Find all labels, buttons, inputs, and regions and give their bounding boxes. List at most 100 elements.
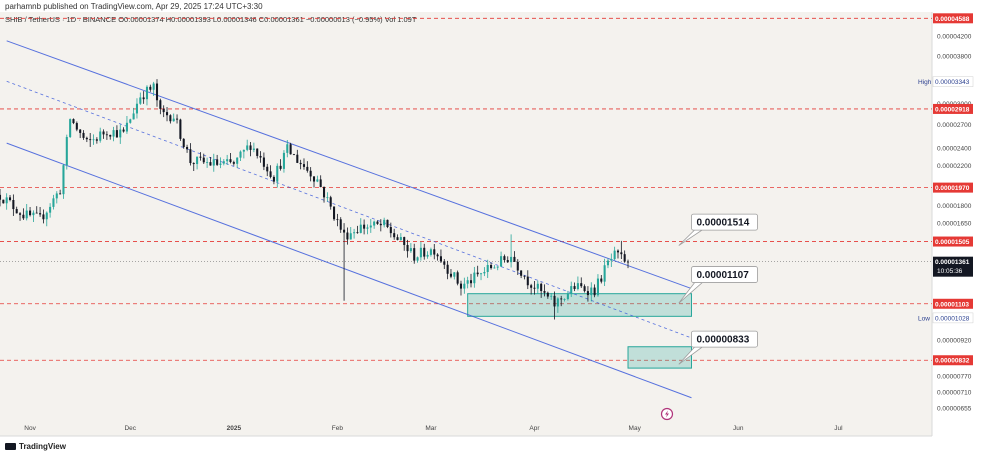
candle-body xyxy=(423,247,426,257)
candle-body xyxy=(216,159,219,165)
candle-body xyxy=(376,221,379,224)
x-tick-label: Feb xyxy=(332,425,344,432)
candle-body xyxy=(302,164,306,167)
extreme-marker-name: Low xyxy=(918,315,930,322)
candle-body xyxy=(550,295,553,297)
candle-body xyxy=(443,261,446,265)
candle-body xyxy=(626,261,630,263)
candle-body xyxy=(606,260,610,266)
candle-body xyxy=(383,219,386,226)
x-tick-label: Dec xyxy=(124,425,136,432)
candle-body xyxy=(490,265,493,269)
channel-middle-line xyxy=(6,80,692,339)
candle-body xyxy=(429,249,432,255)
candle-body xyxy=(65,136,68,166)
extreme-price-label: 0.00001028 xyxy=(935,315,970,322)
candle-body xyxy=(583,286,586,292)
candle-body xyxy=(222,161,225,164)
candle-body xyxy=(122,129,125,132)
extreme-price-label: 0.00003343 xyxy=(935,79,970,86)
candle-body xyxy=(613,250,616,260)
candle-body xyxy=(616,250,620,253)
candle-body xyxy=(55,193,58,199)
x-tick-label: 2025 xyxy=(227,425,242,432)
candle-body xyxy=(610,259,613,261)
candle-body xyxy=(262,157,265,167)
candle-body xyxy=(339,219,342,230)
candle-body xyxy=(249,145,252,150)
level-price-tag xyxy=(933,103,973,114)
candle-body xyxy=(393,233,396,238)
y-tick-label: 0.00002400 xyxy=(937,146,972,153)
y-tick-label: 0.00000655 xyxy=(937,406,972,413)
candle-body xyxy=(596,278,599,296)
tradingview-logo: TradingView xyxy=(5,442,66,451)
zones xyxy=(467,293,692,369)
candle-body xyxy=(69,119,72,137)
candle-body xyxy=(463,283,466,289)
candle-body xyxy=(132,113,135,120)
plot-pane xyxy=(0,12,932,436)
candle-body xyxy=(389,227,392,234)
level-price-label: 0.00004588 xyxy=(935,16,970,23)
candle-body xyxy=(172,118,175,122)
candle-body xyxy=(563,299,566,300)
candle-body xyxy=(573,286,576,290)
candle-body xyxy=(79,129,82,133)
callout-label: 0.00000833 xyxy=(696,335,749,346)
candle-body xyxy=(159,100,162,109)
candle-body xyxy=(155,83,159,101)
candles xyxy=(0,79,630,320)
price-chart[interactable]: SHIB / TetherUS · 1D · BINANCE O0.000013… xyxy=(0,12,984,440)
candle-body xyxy=(546,292,549,297)
candle-body xyxy=(59,193,62,195)
candle-body xyxy=(530,285,533,288)
candle-body xyxy=(8,197,12,200)
level-price-label: 0.00002918 xyxy=(935,106,970,113)
candle-body xyxy=(299,162,302,165)
candle-body xyxy=(416,257,419,261)
candle-body xyxy=(242,149,245,152)
candle-body xyxy=(72,119,75,124)
extreme-marker-name: High xyxy=(918,79,932,86)
candle-body xyxy=(316,179,319,182)
candle-body xyxy=(152,83,155,90)
level-price-tag xyxy=(933,298,973,309)
candle-body xyxy=(439,256,442,262)
candle-body xyxy=(192,163,195,165)
candle-body xyxy=(369,225,372,228)
candle-body xyxy=(333,206,336,220)
candle-body xyxy=(526,276,529,286)
level-price-label: 0.00001103 xyxy=(935,301,969,308)
lightning-icon[interactable] xyxy=(660,407,674,421)
candle-body xyxy=(296,154,299,163)
candle-body xyxy=(29,210,32,216)
y-tick-label: 0.00000920 xyxy=(937,338,972,345)
published-text: parhamnb published on TradingView.com, A… xyxy=(5,2,263,11)
candle-body xyxy=(176,118,179,120)
candle-body xyxy=(109,134,112,137)
candle-body xyxy=(105,134,108,136)
chart-header: parhamnb published on TradingView.com, A… xyxy=(0,0,984,12)
candle-body xyxy=(99,131,102,141)
y-tick-label: 0.00001650 xyxy=(937,221,972,228)
y-tick-label: 0.00003800 xyxy=(937,54,972,61)
horizontal-levels xyxy=(0,17,932,361)
candle-body xyxy=(139,97,142,104)
candle-body xyxy=(403,237,406,245)
candle-body xyxy=(593,287,596,296)
candle-body xyxy=(186,147,189,150)
candle-body xyxy=(426,254,429,257)
candle-body xyxy=(232,162,235,164)
candle-body xyxy=(145,86,149,100)
candle-body xyxy=(446,264,449,274)
candle-body xyxy=(45,212,48,220)
candle-body xyxy=(560,298,563,300)
candle-body xyxy=(115,130,118,138)
candle-body xyxy=(52,198,55,207)
candle-body xyxy=(336,219,339,221)
candle-body xyxy=(590,287,593,296)
candle-body xyxy=(516,261,519,271)
candle-body xyxy=(289,144,292,155)
candle-body xyxy=(503,256,506,261)
